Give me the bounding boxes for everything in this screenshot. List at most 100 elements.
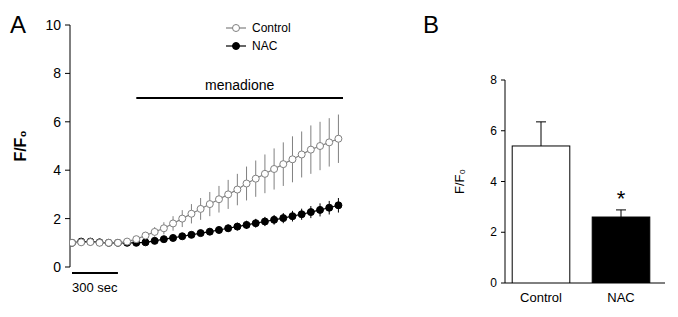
y-tick (501, 181, 505, 182)
y-tick-label: 8 (490, 73, 497, 87)
marker (280, 215, 287, 222)
marker (114, 239, 121, 246)
marker (78, 239, 85, 246)
y-tick (501, 283, 505, 284)
legend-label: NAC (252, 39, 278, 53)
legend-marker (233, 43, 240, 50)
marker (234, 223, 241, 230)
significance-mark: * (617, 186, 626, 211)
marker (188, 210, 195, 217)
marker (289, 213, 296, 220)
y-tick (65, 170, 70, 171)
y-tick (501, 232, 505, 233)
marker (105, 239, 112, 246)
marker (225, 225, 232, 232)
marker (317, 143, 324, 150)
y-tick (501, 130, 505, 131)
y-tick-label: 6 (490, 124, 497, 138)
marker (234, 186, 241, 193)
marker (151, 228, 158, 235)
legend-marker (233, 25, 240, 32)
series-line (72, 205, 338, 243)
marker (70, 239, 76, 246)
marker (252, 175, 259, 182)
y-tick (65, 121, 70, 122)
scale-bar (72, 272, 118, 274)
marker (215, 226, 222, 233)
marker (261, 170, 268, 177)
marker (142, 232, 149, 239)
marker (298, 151, 305, 158)
marker (151, 237, 158, 244)
marker (170, 234, 177, 241)
y-tick (65, 25, 70, 26)
marker (96, 239, 103, 246)
scale-bar-label: 300 sec (72, 280, 118, 295)
marker (114, 239, 121, 246)
marker (87, 238, 94, 245)
y-axis (70, 25, 71, 267)
bar (592, 217, 650, 283)
marker (197, 230, 204, 237)
marker (142, 239, 149, 246)
marker (133, 236, 140, 243)
marker (179, 233, 186, 240)
marker (326, 139, 333, 146)
marker (105, 239, 112, 246)
marker (188, 231, 195, 238)
marker (160, 225, 167, 232)
marker (160, 236, 167, 243)
error-bar (621, 210, 622, 217)
y-tick-label: 0 (490, 276, 497, 290)
marker (70, 239, 76, 246)
y-tick-label: 0 (53, 259, 61, 275)
marker (298, 211, 305, 218)
marker (215, 196, 222, 203)
error-cap (536, 121, 546, 122)
marker (124, 238, 131, 245)
plot-area (70, 115, 342, 247)
y-axis-label: F/F₀ (452, 169, 467, 194)
marker (96, 239, 103, 246)
marker (271, 165, 278, 172)
y-tick-label: 6 (53, 114, 61, 130)
treatment-label: menadione (205, 77, 274, 93)
treatment-bar (136, 97, 343, 99)
marker (307, 146, 314, 153)
x-tick-label: Control (520, 290, 562, 305)
marker (317, 206, 324, 213)
marker (243, 180, 250, 187)
marker (271, 216, 278, 223)
marker (261, 218, 268, 225)
y-tick (65, 267, 70, 268)
y-axis-label: F/F₀ (12, 130, 29, 161)
marker (170, 220, 177, 227)
y-tick-label: 4 (490, 175, 497, 189)
marker (289, 156, 296, 163)
marker (335, 135, 342, 142)
figure: A0246810F/F₀menadione300 secControlNACB0… (0, 0, 678, 317)
series-line (72, 139, 338, 243)
y-tick (65, 73, 70, 74)
marker (87, 239, 94, 246)
y-tick (65, 218, 70, 219)
y-tick (501, 80, 505, 81)
marker (335, 202, 342, 209)
y-tick-label: 2 (490, 225, 497, 239)
plot-area (512, 122, 650, 283)
panel-label: A (10, 11, 26, 38)
y-tick-label: 8 (53, 65, 61, 81)
marker (243, 221, 250, 228)
marker (252, 220, 259, 227)
marker (78, 238, 85, 245)
bar (512, 146, 570, 283)
marker (280, 161, 287, 168)
x-tick-label: NAC (607, 290, 634, 305)
marker (197, 205, 204, 212)
y-tick-label: 10 (45, 17, 61, 33)
legend-label: Control (252, 21, 291, 35)
marker (206, 201, 213, 208)
marker (206, 228, 213, 235)
marker (326, 204, 333, 211)
marker (179, 215, 186, 222)
